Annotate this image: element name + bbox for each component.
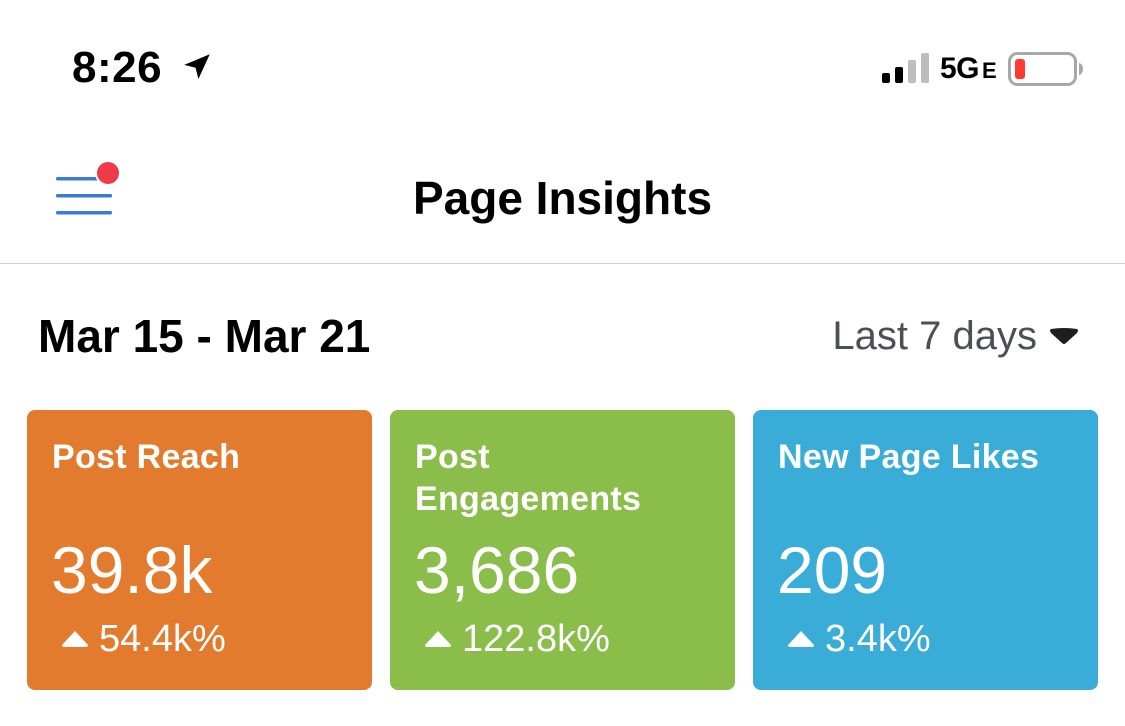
- change-text: 3.4k%: [825, 618, 931, 660]
- up-arrow-icon: [788, 631, 814, 647]
- page-title: Page Insights: [412, 172, 713, 224]
- battery-low-icon: [1008, 52, 1083, 86]
- network-label: 5G E: [940, 52, 997, 88]
- card-value: 209: [777, 533, 888, 607]
- card-post-engagements[interactable]: Post Engagements 3,686 122.8k%: [390, 410, 735, 690]
- period-selector[interactable]: Last 7 days: [832, 310, 1079, 362]
- card-title: New Page Likes: [778, 438, 1040, 476]
- card-change: 3.4k%: [787, 616, 931, 662]
- card-change: 122.8k%: [424, 616, 610, 662]
- period-label: Last 7 days: [832, 314, 1037, 358]
- up-arrow-icon: [425, 631, 451, 647]
- change-text: 122.8k%: [462, 618, 610, 660]
- card-value: 3,686: [414, 533, 580, 607]
- app-header: Page Insights: [0, 120, 1125, 264]
- change-text: 54.4k%: [99, 618, 226, 660]
- notification-dot: [95, 160, 121, 186]
- network-suffix: E: [982, 58, 997, 83]
- signal-bars-icon: [882, 53, 929, 83]
- hamburger-menu-icon[interactable]: [54, 160, 136, 230]
- card-change: 54.4k%: [61, 616, 226, 662]
- metric-cards: Post Reach 39.8k 54.4k% Post Engagements…: [27, 410, 1099, 690]
- network-type: 5G: [940, 52, 980, 85]
- card-title: Post Engagements: [415, 438, 642, 518]
- card-value: 39.8k: [51, 533, 213, 607]
- location-arrow-icon: [184, 54, 210, 80]
- date-range: Mar 15 - Mar 21: [38, 310, 371, 362]
- card-title: Post Reach: [52, 438, 241, 476]
- caret-down-icon: [1050, 328, 1078, 344]
- up-arrow-icon: [62, 631, 88, 647]
- status-bar: 8:26 5G E: [0, 0, 1125, 120]
- card-post-reach[interactable]: Post Reach 39.8k 54.4k%: [27, 410, 372, 690]
- card-new-page-likes[interactable]: New Page Likes 209 3.4k%: [753, 410, 1098, 690]
- status-time: 8:26: [72, 43, 163, 92]
